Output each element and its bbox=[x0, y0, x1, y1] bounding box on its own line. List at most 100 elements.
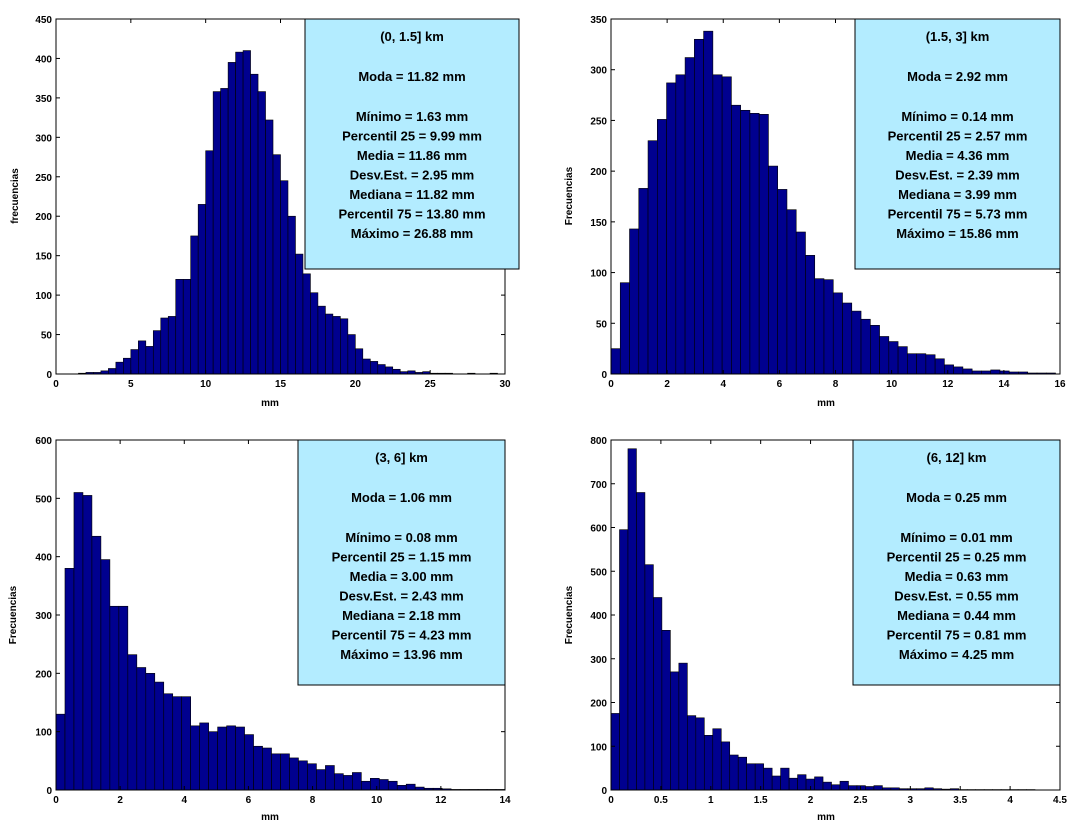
stats-line: Máximo = 26.88 mm bbox=[351, 226, 473, 241]
histogram-bar bbox=[369, 778, 380, 791]
stats-line: Mínimo = 0.08 mm bbox=[345, 530, 457, 545]
stats-line: Media = 0.63 mm bbox=[905, 569, 1009, 584]
stats-line: Percentil 75 = 5.73 mm bbox=[888, 207, 1028, 222]
histogram-bar bbox=[257, 91, 266, 375]
histogram-bar bbox=[962, 368, 973, 375]
histogram-bar bbox=[199, 722, 209, 791]
histogram-bar bbox=[653, 597, 663, 791]
histogram-bar bbox=[777, 189, 788, 375]
histogram-bar bbox=[145, 673, 156, 791]
histogram-bar bbox=[656, 119, 667, 375]
y-tick-label: 100 bbox=[590, 742, 607, 753]
stats-box bbox=[854, 18, 1061, 270]
histogram-bar bbox=[190, 235, 199, 375]
y-tick-label: 300 bbox=[35, 611, 52, 622]
x-tick-label: 10 bbox=[200, 379, 212, 390]
stats-range-title: (0, 1.5] km bbox=[380, 29, 444, 44]
histogram-bar bbox=[636, 492, 646, 791]
histogram-bar bbox=[869, 325, 880, 375]
stats-line: Mediana = 11.82 mm bbox=[349, 187, 474, 202]
histogram-bar bbox=[392, 368, 401, 375]
histogram-bar bbox=[175, 279, 184, 375]
y-tick-label: 400 bbox=[35, 54, 52, 65]
histogram-bar bbox=[227, 62, 236, 375]
x-tick-label: 12 bbox=[942, 379, 954, 390]
histogram-bar bbox=[661, 630, 671, 791]
panel-6-12km: 0 0.5 1 1.5 2 2.5 3 3.5 4 4.5 0 100 200 300 400 500 600 7… bbox=[564, 436, 1067, 822]
histogram-bar bbox=[280, 753, 290, 791]
y-tick-label: 50 bbox=[596, 319, 608, 330]
x-tick-label: 0 bbox=[608, 379, 614, 390]
histogram-bar bbox=[347, 334, 356, 375]
x-tick-label: 0.5 bbox=[654, 795, 668, 806]
histogram-bar bbox=[695, 717, 705, 791]
x-axis-label: mm bbox=[261, 398, 279, 409]
histogram-bar bbox=[265, 119, 274, 375]
histogram-bar bbox=[944, 364, 954, 375]
histogram-bar bbox=[848, 785, 858, 791]
y-tick-label: 400 bbox=[35, 553, 52, 564]
histogram-bar bbox=[740, 109, 751, 375]
histogram-bar bbox=[749, 113, 760, 375]
histogram-bar bbox=[897, 346, 908, 375]
x-tick-label: 15 bbox=[275, 379, 287, 390]
x-tick-label: 20 bbox=[350, 379, 362, 390]
histogram-bar bbox=[731, 104, 741, 375]
histogram-bar bbox=[362, 358, 371, 375]
y-tick-label: 200 bbox=[35, 669, 52, 680]
histogram-bar bbox=[405, 783, 416, 791]
histogram-bar bbox=[138, 340, 147, 375]
stats-line: Mediana = 3.99 mm bbox=[898, 187, 1017, 202]
histogram-bar bbox=[64, 568, 75, 791]
histogram-bar bbox=[289, 757, 299, 791]
histogram-bar bbox=[814, 776, 824, 791]
histogram-bar bbox=[130, 349, 139, 375]
stats-line: Media = 11.86 mm bbox=[357, 148, 467, 163]
histogram-bar bbox=[768, 165, 778, 375]
stats-line: Percentil 25 = 0.25 mm bbox=[887, 550, 1027, 565]
histogram-bar bbox=[136, 667, 147, 791]
x-tick-label: 10 bbox=[886, 379, 898, 390]
x-tick-label: 2.5 bbox=[853, 795, 867, 806]
histogram-bar bbox=[167, 316, 177, 375]
histogram-bar bbox=[154, 681, 165, 791]
stats-mode: Moda = 1.06 mm bbox=[351, 490, 452, 505]
histogram-bar bbox=[317, 305, 326, 375]
stats-range-title: (1.5, 3] km bbox=[926, 29, 990, 44]
y-tick-label: 100 bbox=[35, 291, 52, 302]
stats-line: Mediana = 2.18 mm bbox=[342, 608, 461, 623]
stats-line: Percentil 75 = 13.80 mm bbox=[338, 207, 485, 222]
y-axis-label: Frecuencias bbox=[564, 166, 575, 225]
histogram-bar bbox=[619, 282, 630, 375]
y-tick-label: 500 bbox=[35, 494, 52, 505]
y-tick-label: 200 bbox=[590, 167, 607, 178]
histogram-bar bbox=[832, 292, 843, 375]
y-tick-label: 700 bbox=[590, 480, 607, 491]
histogram-bar bbox=[763, 767, 773, 791]
stats-line: Mediana = 0.44 mm bbox=[897, 608, 1016, 623]
histogram-bar bbox=[355, 348, 364, 375]
stats-line: Percentil 75 = 0.81 mm bbox=[887, 628, 1027, 643]
histogram-bar bbox=[814, 278, 825, 375]
stats-line: Desv.Est. = 0.55 mm bbox=[894, 589, 1018, 604]
histogram-bar bbox=[795, 231, 806, 375]
y-tick-label: 0 bbox=[601, 370, 607, 381]
histogram-bar bbox=[212, 91, 221, 375]
x-axis-label: mm bbox=[261, 812, 279, 822]
x-tick-label: 1.5 bbox=[754, 795, 768, 806]
stats-mode: Moda = 11.82 mm bbox=[358, 69, 465, 84]
y-tick-label: 600 bbox=[590, 524, 607, 535]
x-axis-label: mm bbox=[817, 398, 835, 409]
x-tick-label: 0 bbox=[53, 795, 59, 806]
stats-line: Desv.Est. = 2.43 mm bbox=[339, 589, 463, 604]
stats-line: Máximo = 4.25 mm bbox=[899, 647, 1014, 662]
histogram-bar bbox=[856, 785, 866, 791]
histogram-bar bbox=[721, 76, 732, 375]
histogram-bar bbox=[754, 763, 764, 791]
x-tick-label: 4 bbox=[720, 379, 726, 390]
histogram-bar bbox=[109, 605, 120, 791]
histogram-bar bbox=[244, 734, 254, 791]
histogram-bar bbox=[888, 341, 899, 375]
histogram-bar bbox=[610, 713, 620, 791]
histogram-bar bbox=[644, 564, 654, 791]
